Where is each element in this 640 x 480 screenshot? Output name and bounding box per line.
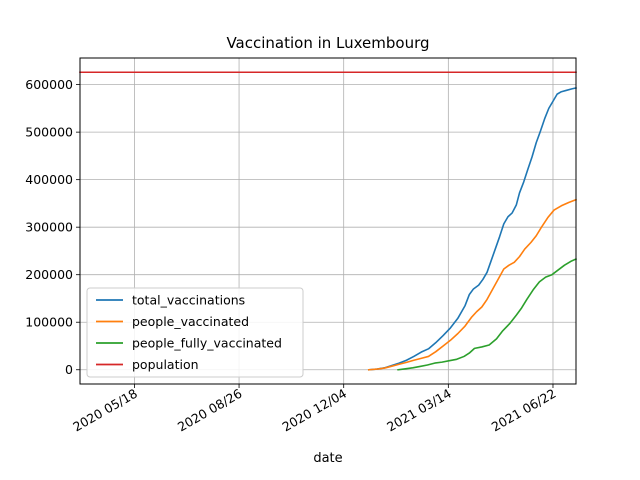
y-tick-label: 500000 [25,125,73,140]
y-tick-label: 600000 [25,77,73,92]
series-line-total-vaccinations [367,86,577,371]
chart-title: Vaccination in Luxembourg [226,34,429,52]
legend-entry-people-vaccinated: people_vaccinated [132,314,249,329]
y-tick-label: 300000 [25,220,73,235]
legend-box [86,287,304,378]
legend: total_vaccinations people_vaccinatedpeopl… [86,287,304,378]
plot-frame [79,57,577,385]
x-axis-label: date [313,451,342,466]
y-tick-label: 200000 [25,267,73,282]
series-layer [79,71,578,371]
legend-entry-total-vaccinations: total_vaccinations [132,293,245,308]
y-tick-label: 100000 [25,315,73,330]
y-tick-label: 0 [65,362,73,377]
legend-entry-people-fully-vaccinated: people_fully_vaccinated [132,336,282,351]
series-line-people-fully-vaccinated [397,257,578,371]
legend-entry-population: population [132,357,199,372]
series-line-people-vaccinated [367,198,578,371]
y-tick-label: 400000 [25,172,73,187]
